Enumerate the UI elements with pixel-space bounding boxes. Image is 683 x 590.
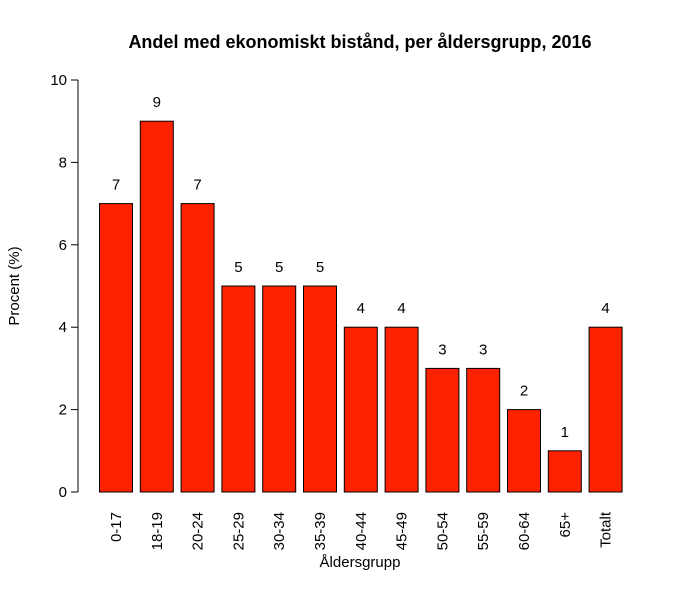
chart-title: Andel med ekonomiskt bistånd, per ålders…: [128, 32, 591, 52]
data-label: 7: [112, 177, 120, 194]
bar-45-49: [384, 326, 419, 493]
x-tick-label: 40-44: [353, 512, 370, 550]
bar-50-54: [425, 367, 460, 493]
x-tick-label: 18-19: [149, 512, 166, 550]
x-tick-label: 0-17: [108, 512, 125, 542]
data-label: 4: [397, 300, 405, 317]
y-tick-label: 6: [59, 237, 67, 254]
x-tick-label: 50-54: [434, 512, 451, 550]
bar-0-17: [99, 203, 133, 493]
bar-35-39: [303, 285, 337, 493]
bar-18-19: [139, 120, 174, 493]
x-tick-label: 55-59: [475, 512, 492, 550]
x-tick-label: 25-29: [230, 512, 247, 550]
y-tick-label: 8: [59, 154, 67, 171]
bar-65+: [547, 450, 582, 493]
y-tick-label: 0: [59, 484, 67, 501]
bar-30-34: [262, 285, 297, 493]
y-axis-label: Procent (%): [6, 246, 23, 325]
x-axis-label: Åldersgrupp: [320, 554, 401, 571]
x-tick-label: Totalt: [598, 511, 615, 548]
bar-25-29: [221, 285, 256, 493]
data-label: 4: [357, 300, 365, 317]
bar-60-64: [507, 409, 541, 493]
data-label: 5: [275, 259, 283, 276]
y-tick-label: 2: [59, 402, 67, 419]
data-label: 5: [234, 259, 242, 276]
x-axis: 0-17 18-19 20-24 25-29 30-34 35-39 40-44 45-49 5…: [108, 511, 615, 550]
x-tick-label: 65+: [557, 512, 574, 538]
y-tick-label: 4: [59, 319, 67, 336]
x-tick-label: 35-39: [312, 512, 329, 550]
data-label: 7: [193, 177, 201, 194]
bar-Totalt: [588, 326, 623, 493]
x-tick-label: 60-64: [516, 512, 533, 550]
bar-20-24: [180, 203, 215, 493]
data-label: 5: [316, 259, 324, 276]
x-tick-label: 20-24: [190, 512, 207, 550]
bar-55-59: [466, 367, 501, 493]
data-label: 1: [561, 424, 569, 441]
data-label: 9: [153, 94, 161, 111]
bars-group: 7 9 7 5 5 5 4 4 3 3 2 1 4: [99, 94, 623, 493]
x-tick-label: 30-34: [271, 512, 288, 550]
data-label: 3: [479, 341, 487, 358]
y-axis: 0 2 4 6 8 10: [50, 72, 79, 501]
data-label: 4: [601, 300, 609, 317]
data-label: 2: [520, 383, 528, 400]
bar-40-44: [343, 326, 378, 493]
data-label: 3: [438, 341, 446, 358]
y-tick-label: 10: [50, 72, 67, 89]
x-tick-label: 45-49: [394, 512, 411, 550]
